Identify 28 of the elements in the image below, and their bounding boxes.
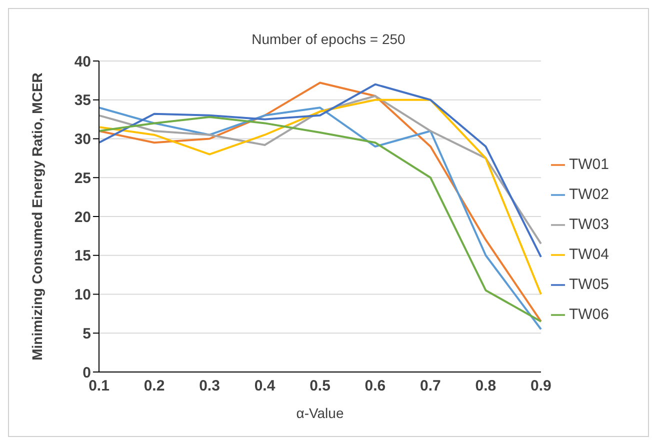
y-tick-label: 25	[74, 170, 91, 187]
legend-label: TW05	[568, 276, 609, 292]
y-tick-label: 15	[74, 248, 91, 265]
chart-title: Number of epochs = 250	[250, 31, 406, 47]
x-tick-label: 0.1	[88, 378, 110, 395]
y-tick-label: 0	[82, 364, 91, 382]
x-tick-label: 0.8	[475, 378, 496, 395]
legend-label: TW06	[568, 306, 609, 322]
x-tick-label: 0.2	[144, 378, 165, 395]
y-tick-label: 10	[74, 286, 91, 304]
x-tick-label: 0.5	[310, 378, 330, 395]
x-axis-title: α-Value	[296, 405, 344, 421]
legend-label: TW02	[568, 186, 609, 202]
x-tick-label: 0.3	[199, 378, 220, 395]
legend-label: TW04	[568, 246, 609, 262]
legend-label: TW03	[568, 216, 609, 232]
line-series	[98, 98, 542, 296]
y-tick-label: 5	[82, 325, 91, 342]
x-tick-label: 0.9	[530, 378, 552, 395]
y-tick-label: 35	[74, 92, 91, 110]
y-tick-label: 40	[74, 53, 91, 70]
y-axis-title: Minimizing Consumed Energy Ratio, MCER	[28, 72, 45, 360]
x-tick-label: 0.7	[420, 378, 441, 395]
legend-label: TW01	[568, 156, 609, 172]
y-tick-label: 30	[74, 131, 91, 148]
x-tick-label: 0.6	[364, 378, 386, 395]
y-tick-label: 20	[74, 208, 91, 226]
x-tick-label: 0.4	[254, 378, 276, 395]
